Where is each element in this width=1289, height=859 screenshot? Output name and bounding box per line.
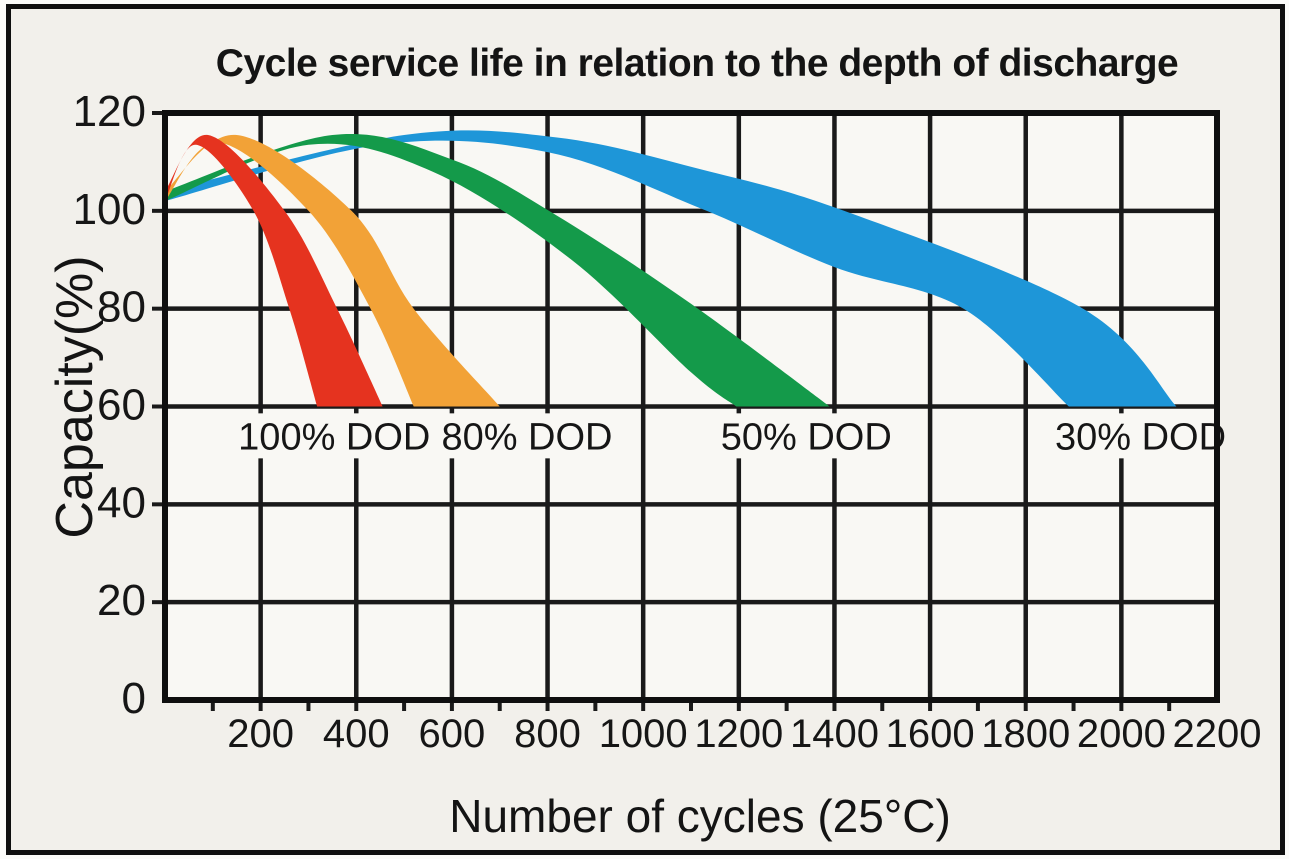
plot-border [162, 110, 1220, 703]
x-tick-label-1600: 1600 [886, 712, 975, 756]
x-tick-label-2200: 2200 [1173, 712, 1262, 756]
x-tick-label-1000: 1000 [599, 712, 688, 756]
y-tick-label-120: 120 [73, 87, 146, 136]
x-tick-label-400: 400 [323, 712, 390, 756]
dod-band-labels: 30% DOD 50% DOD 80% DOD 100% DOD [238, 413, 1226, 459]
y-tick-label-40: 40 [97, 478, 146, 527]
x-tick-label-2000: 2000 [1077, 712, 1166, 756]
y-tick-label-80: 80 [97, 283, 146, 332]
y-tick-label-0: 0 [122, 674, 146, 723]
x-tick-label-200: 200 [227, 712, 294, 756]
x-tick-label-1200: 1200 [694, 712, 783, 756]
band-label-bg-30-dod [1061, 413, 1220, 459]
y-tick-labels: 0 20 40 60 80 100 120 [73, 87, 146, 723]
band-label-50-dod: 50% DOD [721, 416, 892, 458]
x-tick-label-1800: 1800 [981, 712, 1070, 756]
band-label-bg-50-dod [727, 413, 886, 459]
y-tick-label-100: 100 [73, 185, 146, 234]
band-label-30-dod: 30% DOD [1055, 416, 1226, 458]
x-tick-label-800: 800 [514, 712, 581, 756]
x-tick-label-1400: 1400 [790, 712, 879, 756]
x-tick-label-600: 600 [419, 712, 486, 756]
band-100-dod [165, 134, 383, 407]
band-label-bg-100-dod [245, 413, 424, 459]
chart-title: Cycle service life in relation to the de… [216, 42, 1178, 85]
dod-bands [165, 130, 1177, 407]
y-tick-label-20: 20 [97, 576, 146, 625]
y-tick-label-60: 60 [97, 381, 146, 430]
band-80-dod [165, 134, 500, 407]
band-50-dod [165, 133, 830, 407]
x-tick-labels: 200 400 600 800 1000 1200 1400 1600 1800 2000 2200 [227, 712, 1261, 756]
band-label-80-dod: 80% DOD [441, 416, 612, 458]
band-30-dod [165, 130, 1177, 407]
band-label-100-dod: 100% DOD [238, 416, 430, 458]
band-label-bg-80-dod [447, 413, 606, 459]
y-axis-title: Capacity(%) [46, 255, 104, 538]
x-axis-title: Number of cycles (25°C) [449, 790, 951, 842]
